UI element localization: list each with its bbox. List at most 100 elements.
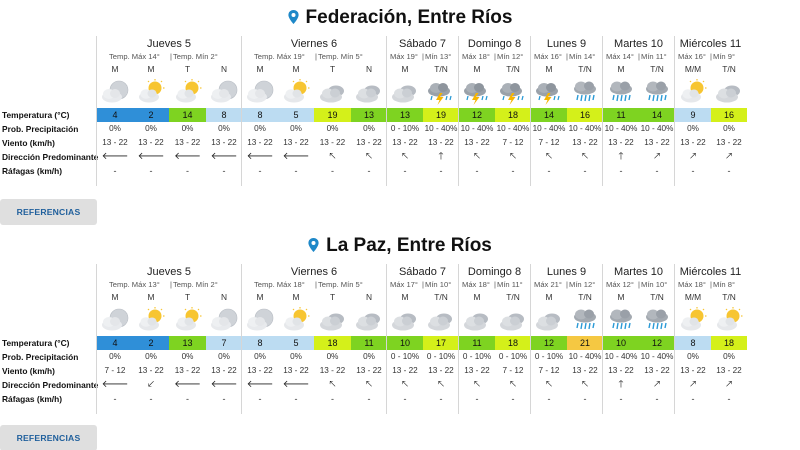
precipitation-cell: 0% bbox=[109, 124, 121, 133]
row-label-direction: Dirección Predominante bbox=[2, 380, 99, 390]
day-min-temp: Mín 10° bbox=[641, 280, 668, 289]
period-slot: M 5 0% 13 - 22 🡐 - bbox=[278, 36, 314, 186]
day-min-temp: Mín 11° bbox=[497, 280, 523, 289]
day-column: Domingo 8 Máx 18° | Mín 11° M 11 0 - 10% 13 - 2… bbox=[458, 264, 531, 414]
temperature-cell: 18 bbox=[711, 336, 747, 350]
period-slot: T/N 16 10 - 40% 13 - 22 🡔 - bbox=[567, 36, 603, 186]
day-temp-separator: | bbox=[710, 280, 712, 289]
gusts-cell: - bbox=[294, 166, 298, 176]
day-temp-separator: | bbox=[422, 52, 424, 61]
partly-sunny-icon bbox=[678, 79, 708, 105]
wind-cell: 13 - 22 bbox=[138, 366, 164, 375]
wind-cell: 7 - 12 bbox=[538, 366, 560, 375]
day-min-temp: Mín 12° bbox=[497, 52, 524, 61]
references-button[interactable]: REFERENCIAS bbox=[0, 425, 97, 450]
period-slot: M 5 0% 13 - 22 🡐 - bbox=[278, 264, 314, 414]
precipitation-cell: 0% bbox=[363, 352, 375, 361]
wind-direction-arrow: 🡐 bbox=[282, 151, 310, 162]
period-label: N bbox=[220, 64, 228, 74]
gusts-cell: - bbox=[439, 394, 443, 404]
precipitation-cell: 0% bbox=[687, 124, 699, 133]
temperature-cell: 12 bbox=[531, 336, 567, 350]
temperature-cell: 2 bbox=[133, 336, 169, 350]
temperature-cell: 10 bbox=[387, 336, 423, 350]
period-label: M bbox=[401, 64, 409, 74]
wind-direction-arrow: 🡐 bbox=[246, 379, 274, 390]
precipitation-cell: 10 - 40% bbox=[532, 124, 566, 133]
day-min-temp: Temp. Mín 2° bbox=[173, 52, 218, 61]
temperature-cell: 12 bbox=[639, 336, 675, 350]
period-slot: T/N 17 0 - 10% 13 - 22 🡔 - bbox=[423, 264, 459, 414]
day-max-temp: Temp. Máx 13° bbox=[109, 280, 160, 289]
period-slot: T/N 12 10 - 40% 13 - 22 🡕 - bbox=[639, 264, 675, 414]
wind-cell: 13 - 22 bbox=[283, 138, 309, 147]
temperature-cell: 18 bbox=[314, 336, 351, 350]
wind-direction-arrow: 🡔 bbox=[329, 151, 336, 162]
partly-sunny-icon bbox=[281, 307, 311, 333]
day-name: Viernes 6 bbox=[290, 38, 338, 50]
row-labels: Temperatura (°C) Prob. Precipitación Vie… bbox=[2, 336, 99, 406]
period-label: M/M bbox=[684, 64, 702, 74]
wind-cell: 13 - 22 bbox=[392, 138, 418, 147]
period-slot: M 8 0% 13 - 22 🡐 - bbox=[242, 264, 278, 414]
period-slot: T 14 0% 13 - 22 🡐 - bbox=[169, 36, 206, 186]
day-name: Sábado 7 bbox=[398, 266, 447, 278]
period-label: T/N bbox=[506, 292, 520, 302]
precipitation-cell: 10 - 40% bbox=[640, 124, 674, 133]
day-column: Sábado 7 Máx 19° | Mín 13° M 13 0 - 10% 13 - 22… bbox=[386, 36, 459, 186]
period-slot: N 7 0% 13 - 22 🡐 - bbox=[206, 264, 242, 414]
temperature-cell: 11 bbox=[603, 108, 639, 122]
day-max-temp: Máx 16° bbox=[534, 52, 562, 61]
wind-direction-arrow: 🡐 bbox=[101, 151, 129, 162]
gusts-cell: - bbox=[294, 394, 298, 404]
wind-direction-arrow: 🡔 bbox=[437, 379, 445, 390]
temperature-cell: 8 bbox=[242, 108, 278, 122]
period-label: M bbox=[401, 292, 409, 302]
wind-direction-arrow: 🡔 bbox=[401, 379, 409, 390]
precipitation-cell: 0% bbox=[254, 124, 266, 133]
wind-direction-arrow: 🡔 bbox=[473, 151, 481, 162]
wind-cell: 13 - 22 bbox=[644, 138, 670, 147]
temperature-cell: 13 bbox=[351, 108, 387, 122]
wind-cell: 13 - 22 bbox=[392, 366, 418, 375]
period-label: M bbox=[256, 64, 264, 74]
period-slot: M 13 0 - 10% 13 - 22 🡔 - bbox=[387, 36, 423, 186]
wind-direction-arrow: 🡔 bbox=[509, 379, 517, 390]
temperature-cell: 14 bbox=[531, 108, 567, 122]
precipitation-cell: 0% bbox=[145, 352, 157, 361]
period-slot: M 12 10 - 40% 13 - 22 🡔 - bbox=[459, 36, 495, 186]
rain-icon bbox=[642, 307, 672, 333]
row-label-precipitation: Prob. Precipitación bbox=[2, 352, 79, 362]
gusts-cell: - bbox=[727, 166, 731, 176]
temperature-cell: 8 bbox=[242, 336, 278, 350]
precipitation-cell: 0% bbox=[181, 352, 194, 361]
wind-cell: 13 - 22 bbox=[356, 366, 382, 375]
day-name: Sábado 7 bbox=[398, 38, 447, 50]
location-pin-icon bbox=[287, 10, 299, 24]
period-slot: T/N 19 10 - 40% 13 - 22 🡑 - bbox=[423, 36, 459, 186]
wind-direction-arrow: 🡔 bbox=[509, 151, 517, 162]
period-slot: T/N 16 0% 13 - 22 🡕 - bbox=[711, 36, 747, 186]
precipitation-cell: 10 - 40% bbox=[640, 352, 674, 361]
precipitation-cell: 0 - 10% bbox=[534, 352, 564, 361]
storm-icon bbox=[426, 79, 456, 105]
day-max-temp: Máx 18° bbox=[462, 52, 490, 61]
day-max-temp: Máx 16° bbox=[678, 52, 706, 61]
precipitation-cell: 0% bbox=[326, 352, 339, 361]
references-button[interactable]: REFERENCIAS bbox=[0, 199, 97, 225]
wind-cell: 13 - 22 bbox=[211, 138, 237, 147]
gusts-cell: - bbox=[331, 394, 334, 404]
period-label: N bbox=[220, 292, 228, 302]
row-labels: Temperatura (°C) Prob. Precipitación Vie… bbox=[2, 108, 98, 178]
gusts-cell: - bbox=[547, 166, 551, 176]
cloudy-icon bbox=[462, 307, 492, 333]
wind-cell: 7 - 12 bbox=[538, 138, 560, 147]
temperature-cell: 4 bbox=[97, 336, 133, 350]
day-column: Viernes 6 Temp. Máx 18° | Temp. Mín 5° M 8 0% 1… bbox=[241, 264, 387, 414]
period-slot: M 2 0% 13 - 22 🡗 - bbox=[133, 264, 169, 414]
precipitation-cell: 10 - 40% bbox=[604, 124, 638, 133]
day-temp-separator: | bbox=[566, 280, 568, 289]
gusts-cell: - bbox=[583, 394, 587, 404]
period-slot: T 18 0% 13 - 22 🡔 - bbox=[314, 264, 351, 414]
wind-direction-arrow: 🡐 bbox=[210, 151, 238, 162]
